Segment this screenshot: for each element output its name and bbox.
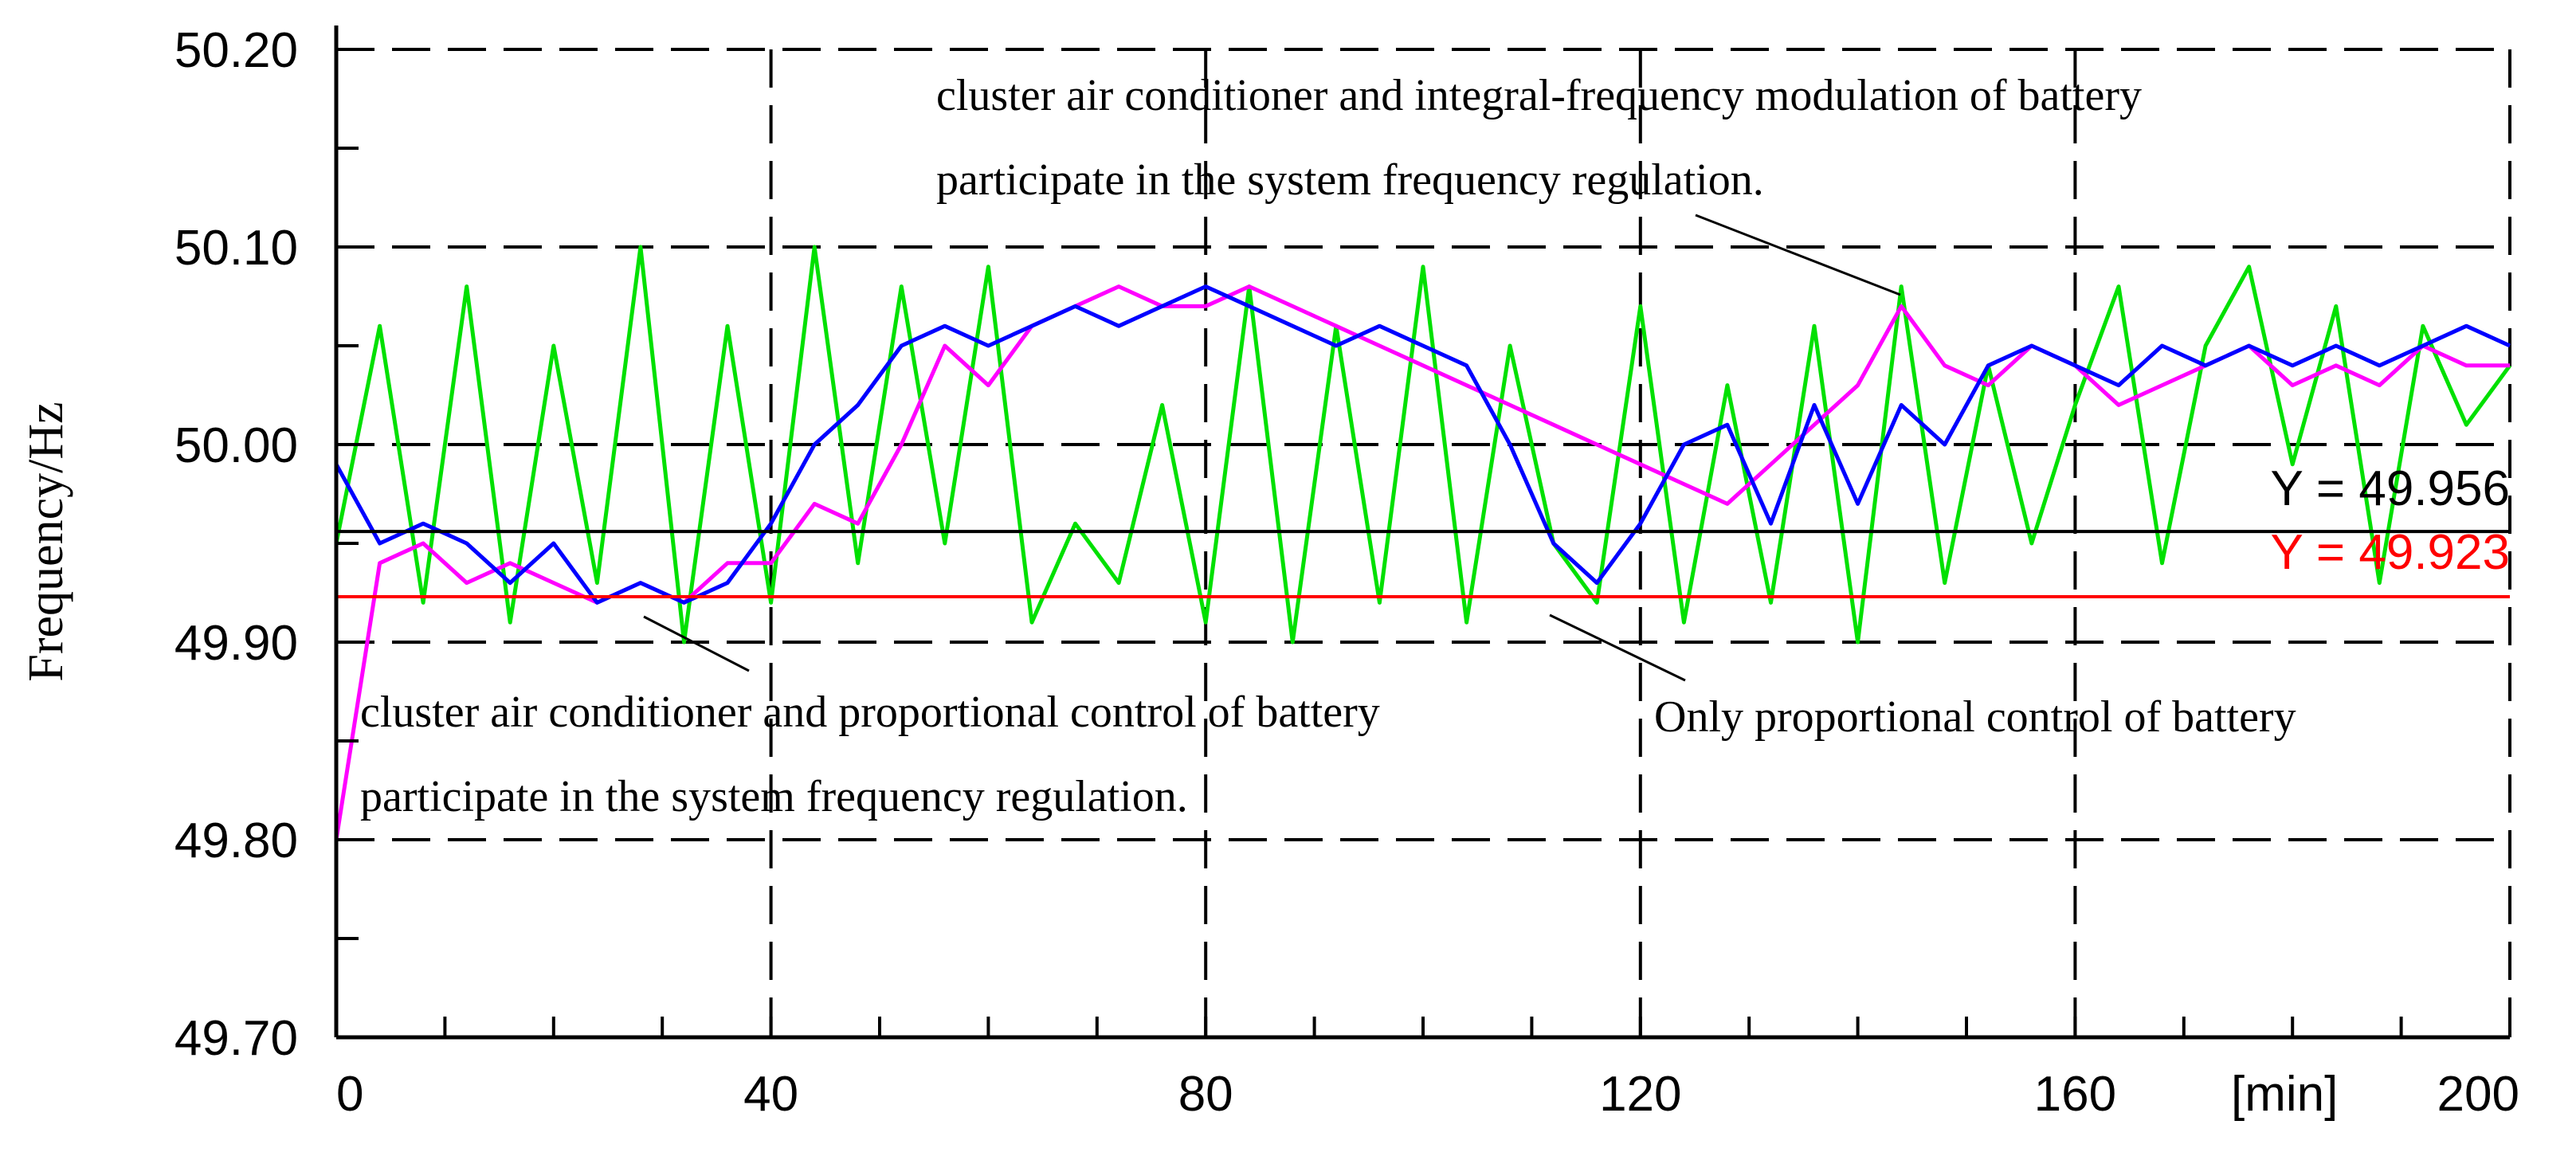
y-axis-title: Frequency/Hz <box>19 402 73 681</box>
y-tick-label: 50.10 <box>174 221 298 276</box>
annotation-leader-lines <box>643 214 1901 682</box>
annotation-only-proportional: Only proportional control of battery <box>1654 692 2296 742</box>
leader-line-only-proportional <box>1549 613 1686 682</box>
y-tick-label: 49.80 <box>174 813 298 868</box>
x-tick-label: 0 <box>336 1067 363 1122</box>
x-unit-label: [min] <box>2231 1067 2338 1122</box>
grid-lines <box>336 48 2511 1037</box>
ref-line-label-black: Y = 49.956 <box>2270 461 2510 516</box>
series-group <box>334 245 2512 841</box>
ref-line-label-red: Y = 49.923 <box>2270 525 2510 580</box>
series-line-0 <box>334 245 2512 645</box>
x-tick-label: 160 <box>2034 1067 2116 1122</box>
x-tick-label: 40 <box>743 1067 798 1122</box>
leader-line-proportional <box>643 615 750 672</box>
x-axis-ticks: 0 40 80 120 160 200 <box>335 1017 2519 1122</box>
y-tick-label: 49.90 <box>174 616 298 671</box>
x-tick-label: 80 <box>1178 1067 1233 1122</box>
x-tick-label: 200 <box>2437 1067 2519 1122</box>
annotation-integral-line2: participate in the system frequency regu… <box>936 155 1764 205</box>
x-tick-label: 120 <box>1599 1067 1681 1122</box>
y-tick-label: 50.00 <box>174 418 298 473</box>
series-line-1 <box>334 284 2510 841</box>
leader-line-integral <box>1695 214 1901 296</box>
reference-lines <box>336 530 2510 598</box>
annotation-proportional-line1: cluster air conditioner and proportional… <box>360 688 1380 737</box>
annotation-integral-line1: cluster air conditioner and integral-fre… <box>936 71 2142 120</box>
y-tick-label: 49.70 <box>174 1011 298 1066</box>
y-tick-label: 50.20 <box>174 23 298 78</box>
y-axis-ticks: 49.70 49.80 49.90 50.00 50.10 50.20 <box>174 23 359 1066</box>
annotation-proportional-line2: participate in the system frequency regu… <box>360 772 1188 821</box>
